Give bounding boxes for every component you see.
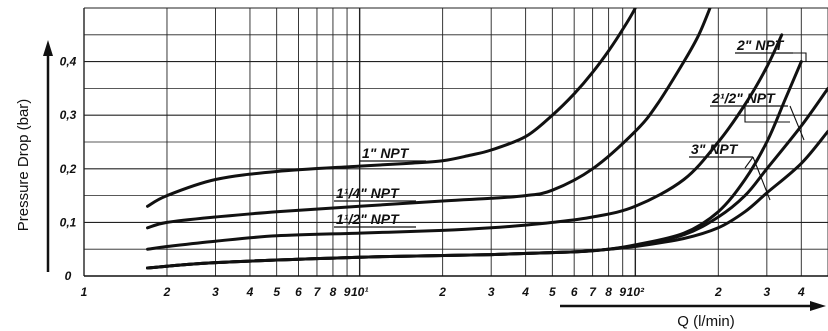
y-axis-arrowhead <box>43 40 53 56</box>
leader-line <box>744 156 754 169</box>
series-label: 2¹/2" NPT <box>711 90 776 106</box>
x-tick-label: 10¹ <box>351 285 368 299</box>
x-tick-label: 8 <box>605 285 612 299</box>
x-tick-label: 8 <box>330 285 337 299</box>
x-tick-label: 6 <box>571 285 578 299</box>
grid <box>83 7 828 277</box>
series-labels: 1" NPT 1¹/4" NPT 1¹/2" NPT 2" NPT 2¹/2" NPT 3… <box>334 37 793 228</box>
curve-3-npt <box>146 129 828 270</box>
series-label: 1" NPT <box>362 145 410 161</box>
series-label: 1¹/2" NPT <box>336 211 400 227</box>
x-tick-label: 4 <box>246 285 254 299</box>
series-label: 1¹/4" NPT <box>336 185 400 201</box>
x-tick-label: 5 <box>273 285 280 299</box>
y-tick-label: 0,3 <box>60 108 77 122</box>
x-tick-label: 2 <box>438 285 446 299</box>
series-label: 3" NPT <box>691 141 739 157</box>
x-tick-label: 7 <box>314 285 322 299</box>
leader-line <box>789 105 805 141</box>
x-tick-label: 7 <box>589 285 597 299</box>
curve-1-1-2-npt <box>146 33 784 251</box>
y-tick-label: 0,4 <box>60 55 77 69</box>
x-tick-label: 3 <box>212 285 219 299</box>
leader-line <box>752 156 771 201</box>
x-tick-label: 5 <box>549 285 556 299</box>
x-tick-labels: 1 2 3 4 5 6 7 8 9 10¹ 2 3 4 5 6 7 8 9 10² 2 3 4 <box>81 285 805 299</box>
x-tick-label: 10² <box>627 285 645 299</box>
curves <box>146 8 828 270</box>
x-axis-arrowhead <box>810 301 826 311</box>
y-tick-labels: 0 0,1 0,2 0,3 0,4 <box>60 55 77 283</box>
x-tick-label: 3 <box>488 285 495 299</box>
x-tick-label: 1 <box>81 285 88 299</box>
x-tick-label: 2 <box>163 285 171 299</box>
x-tick-label: 3 <box>764 285 771 299</box>
y-tick-label: 0,2 <box>60 162 77 176</box>
y-tick-label: 0 <box>65 269 72 283</box>
x-tick-label: 6 <box>295 285 302 299</box>
series-label: 2" NPT <box>736 37 785 53</box>
x-tick-label: 4 <box>797 285 805 299</box>
leader-line <box>744 106 790 123</box>
curve-1-1-4-npt <box>146 8 712 230</box>
x-tick-label: 4 <box>521 285 529 299</box>
x-axis-label: Q (l/min) <box>677 313 735 330</box>
y-tick-label: 0,1 <box>60 215 77 229</box>
y-axis-label: Pressure Drop (bar) <box>15 99 32 232</box>
x-tick-label: 9 <box>344 285 351 299</box>
x-tick-label: 9 <box>619 285 626 299</box>
curve-1-npt <box>146 8 637 208</box>
x-tick-label: 2 <box>714 285 722 299</box>
